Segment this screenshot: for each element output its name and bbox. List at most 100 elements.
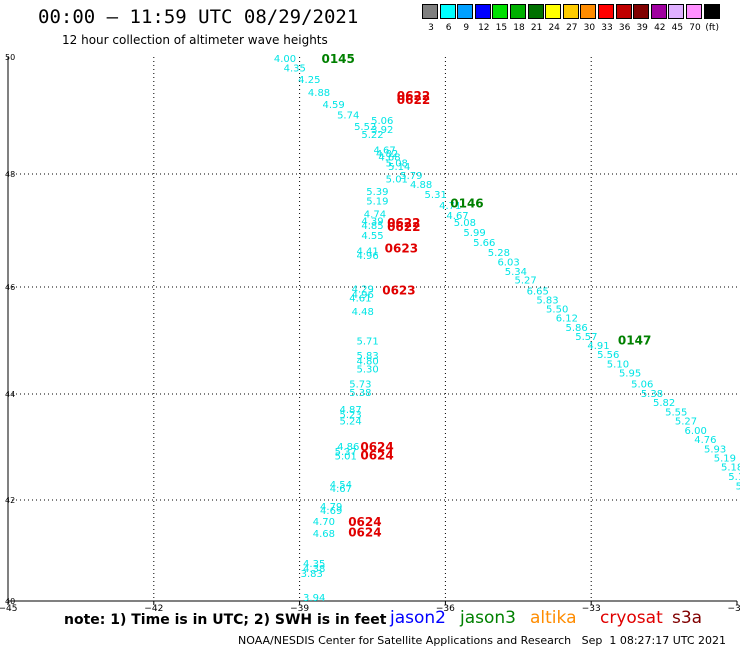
y-tick-label: 48: [5, 170, 15, 179]
wave-height-label: 4.96: [352, 290, 374, 301]
wave-height-label: 5.83: [357, 351, 379, 362]
wave-height-label: 5.50: [546, 304, 568, 315]
legend-label: 3: [428, 23, 434, 33]
wave-height-label: 4.00: [274, 54, 296, 65]
y-tick-label: 44: [5, 390, 15, 399]
grid-lines: [8, 57, 737, 601]
wave-height-label: 5.27: [675, 417, 697, 428]
wave-height-label: 5.28: [488, 248, 510, 259]
x-tick-label: −30: [728, 604, 740, 614]
wave-height-label: 5.38: [641, 389, 663, 400]
wave-height-label: 4.61: [349, 294, 371, 305]
x-tick-label: −39: [290, 604, 309, 614]
wave-height-label: 5.10: [607, 360, 629, 371]
pass-time-label: 0624: [348, 525, 381, 539]
credit-line: NOAA/NESDIS Center for Satellite Applica…: [238, 634, 727, 647]
wave-height-label: 5.19: [366, 197, 388, 208]
wave-height-label: 5.56: [597, 350, 619, 361]
pass-time-label: 0623: [382, 284, 415, 298]
wave-height-label: 6.65: [527, 287, 549, 298]
wave-height-label: 4.35: [303, 559, 325, 570]
wave-height-label: 4.85: [361, 221, 383, 232]
satellite-s3a: s3a: [672, 608, 703, 628]
wave-height-label: 4.74: [364, 210, 386, 221]
pass-time-label: 0145: [321, 52, 354, 66]
pass-time-labels: 0145014601470148062206220622062206230623…: [321, 52, 651, 539]
pass-time-label: 0622: [397, 93, 430, 107]
wave-height-label: 4.67: [330, 484, 352, 495]
legend-swatch-30: [580, 4, 597, 19]
wave-height-label: 5.23: [339, 410, 361, 421]
legend-label: 6: [445, 23, 452, 33]
y-tick-label: 46: [5, 283, 15, 292]
legend-label: 70: [689, 23, 701, 33]
pass-time-label: 0146: [450, 196, 483, 210]
wave-height-label: 5.06: [631, 379, 653, 390]
wave-height-label: 5.71: [357, 337, 379, 348]
pass-time-label: 0622: [387, 220, 420, 234]
wave-height-label: 4.88: [308, 88, 330, 99]
legend-swatch-27: [562, 4, 579, 19]
legend-label: 15: [495, 23, 508, 33]
legend-swatch-9: [457, 4, 474, 19]
legend-label: 24: [548, 23, 560, 33]
wave-height-label: 5.08: [386, 158, 408, 169]
legend-swatch-42: [650, 4, 667, 19]
wave-height-label: 4.39: [361, 216, 383, 227]
wave-height-label: 5.57: [575, 332, 597, 343]
wave-height-label: 4.76: [694, 435, 716, 446]
wave-height-label: 5.12: [728, 472, 740, 483]
wave-height-label: 5.52: [354, 122, 376, 133]
wave-height-label: 5.66: [473, 238, 495, 249]
wave-height-label: 4.80: [357, 356, 379, 367]
legend-label: 42: [654, 23, 666, 33]
wave-height-label: 5.01: [386, 175, 408, 186]
wave-height-label: 5.38: [349, 388, 371, 399]
legend-label: 27: [566, 23, 578, 33]
y-tick-label: 40: [5, 597, 15, 606]
wave-height-label: 4.67: [446, 211, 468, 222]
legend-label: 9: [463, 23, 470, 33]
wave-height-label: 5.19: [714, 454, 736, 465]
wave-height-label: 4.71: [439, 201, 461, 212]
wave-height-label: 5.99: [463, 228, 485, 239]
wave-height-label: 5.82: [653, 398, 675, 409]
legend-swatch-18: [510, 4, 526, 19]
wave-height-label: 4.41: [357, 246, 379, 257]
wave-height-label: 5.55: [665, 407, 687, 418]
legend-swatch-15: [492, 4, 509, 19]
chart-subtitle: 12 hour collection of altimeter wave hei…: [62, 33, 328, 47]
wave-height-label: 5.37: [335, 447, 357, 458]
wave-height-label: 4.67: [374, 145, 396, 156]
satellite-altika: altika: [530, 608, 577, 628]
wave-height-label: 5.08: [736, 482, 740, 493]
wave-height-label: 4.79: [320, 502, 342, 513]
legend-swatch-70: [686, 4, 702, 19]
pass-time-label: 0624: [348, 515, 381, 529]
wave-height-label: 5.22: [361, 130, 383, 141]
wave-height-label: 6.03: [497, 258, 519, 269]
wave-height-label: 5.24: [339, 417, 361, 428]
wave-height-label: 4.91: [587, 341, 609, 352]
footer-note: note: 1) Time is in UTC; 2) SWH is in fe…: [64, 612, 387, 628]
legend-unit: (ft): [705, 23, 719, 33]
legend-label: 18: [513, 23, 525, 33]
wave-height-label: 6.00: [685, 426, 707, 437]
wave-height-label: 4.25: [298, 75, 320, 86]
y-tick-label: 50: [5, 53, 15, 62]
wave-height-label: 3.83: [301, 569, 323, 580]
wave-height-label: 5.93: [704, 445, 726, 456]
legend-swatch-max: [703, 4, 720, 19]
wave-height-label: 5.06: [371, 116, 393, 127]
legend-label: 30: [583, 23, 596, 33]
legend-swatch-3: [422, 4, 438, 19]
wave-height-label: 4.29: [352, 285, 374, 296]
wave-height-label: 4.38: [303, 564, 325, 575]
y-tick-label: 42: [5, 496, 15, 505]
chart-title: 00:00 — 11:59 UTC 08/29/2021: [38, 6, 359, 28]
legend-swatch-45: [668, 4, 685, 19]
pass-time-label: 0624: [360, 440, 393, 454]
wave-height-label: 4.54: [330, 480, 352, 491]
wave-height-label: 5.31: [425, 190, 447, 201]
